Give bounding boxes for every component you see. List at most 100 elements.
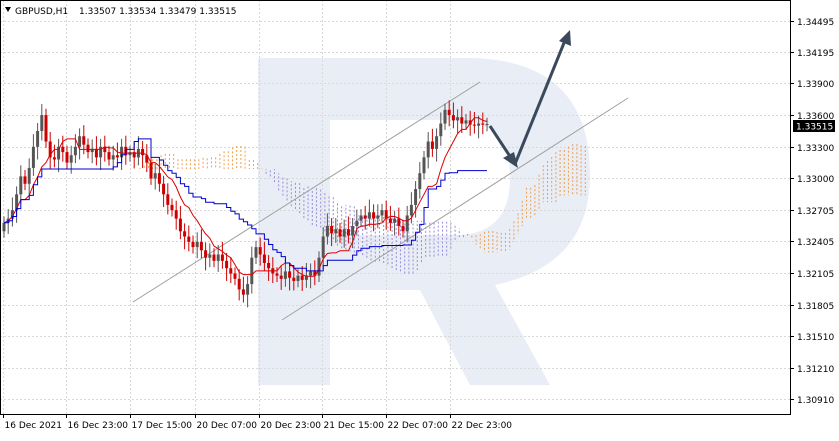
trend-channel[interactable] [132,81,629,321]
candle-body [40,115,44,131]
candle-body [61,146,65,153]
y-tick-label: 1.32105 [797,270,834,280]
indicator-lines [3,117,488,277]
grid [0,0,790,414]
candle-body [27,167,31,184]
candle-body [57,146,61,160]
candle-body [23,176,27,184]
candle-body [44,115,48,142]
candle-body [477,123,481,126]
candle-body [485,124,489,126]
candle-body [472,124,476,126]
candle-body [430,141,434,149]
candle-body [115,155,119,158]
forecast-arrows[interactable] [488,30,571,168]
candle-body [300,275,304,280]
candle-body [225,260,229,269]
candle-body [426,141,430,158]
candle-body [254,247,258,258]
candle-body [82,136,86,145]
candle-body [262,254,266,263]
candle-body [145,155,149,163]
y-tick-label: 1.33600 [797,112,834,122]
candle-body [275,273,279,276]
candle-body [237,278,241,290]
watermark-logo [258,58,590,385]
candle-body [325,226,329,237]
y-tick-label: 1.34195 [797,49,834,59]
x-tick-label: 22 Dec 23:00 [452,421,513,431]
candle-body [435,136,439,149]
candle-body [10,210,14,219]
current-price-label: 1.33515 [796,123,833,133]
candle-body [338,229,342,237]
candle-body [141,148,145,156]
tenkan-sen-line [3,117,488,277]
candle-body [199,241,203,251]
candle-body [321,236,325,258]
y-tick-label: 1.33300 [797,144,834,154]
x-tick-label: 22 Dec 07:00 [388,421,449,431]
y-tick-label: 1.34495 [797,18,834,28]
candle-body [19,176,23,195]
chart-header: GBPUSD,H1 1.33507 1.33534 1.33479 1.3351… [5,7,236,17]
candle-body [267,262,271,269]
candle-body [178,218,182,232]
candle-body [162,183,166,195]
candle-body [376,215,380,219]
candle-body [313,271,317,276]
forecast-up-arrowhead [559,30,571,46]
candle-body [128,152,132,156]
symbol-label: GBPUSD,H1 [15,7,68,17]
x-tick-label: 20 Dec 07:00 [197,421,258,431]
candle-body [409,204,413,216]
candles [2,100,489,308]
candle-body [388,218,392,223]
candle-body [464,120,468,124]
candle-body [187,236,191,242]
candle-body [103,146,107,153]
candle-body [69,155,73,163]
forecast-up-arrow[interactable] [513,37,568,165]
candle-body [359,215,363,221]
candle-body [220,254,224,261]
candle-body [401,226,405,232]
ohlc-values: 1.33507 1.33534 1.33479 1.33515 [79,7,236,17]
time-axis[interactable]: 16 Dec 2021 16 Dec 23:00 17 Dec 15:00 20 De… [3,414,513,431]
candle-body [166,194,170,205]
candle-body [418,173,422,190]
candle-body [229,268,233,274]
y-tick-label: 1.33900 [797,80,834,90]
candle-body [363,215,367,219]
candle-body [351,226,355,236]
y-tick-label: 1.32405 [797,238,834,248]
candle-body [346,229,350,236]
candle-body [246,284,250,295]
candle-body [334,229,338,234]
channel-lower-line[interactable] [281,97,629,321]
candle-body [73,146,77,156]
current-price-tag: 1.33515 [793,120,835,133]
candle-body [233,273,237,279]
candle-body [292,277,296,281]
candle-body [372,212,376,219]
candle-body [99,146,103,158]
candle-body [195,241,199,248]
candle-body [355,220,359,227]
candle-body [241,289,245,295]
candle-body [191,241,195,248]
candle-body [65,152,69,163]
channel-upper-line[interactable] [132,81,481,303]
candle-body [456,117,460,121]
dropdown-triangle-icon[interactable] [5,7,11,12]
y-tick-label: 1.32705 [797,207,834,217]
candle-body [111,155,115,160]
plot-frame [0,0,791,415]
candle-body [279,275,283,279]
forecast-down-arrowhead [503,152,518,168]
candle-body [296,275,300,281]
price-axis[interactable]: 1.34495 1.34195 1.33900 1.33600 1.33300 1.330… [790,18,834,406]
candle-body [443,109,447,124]
